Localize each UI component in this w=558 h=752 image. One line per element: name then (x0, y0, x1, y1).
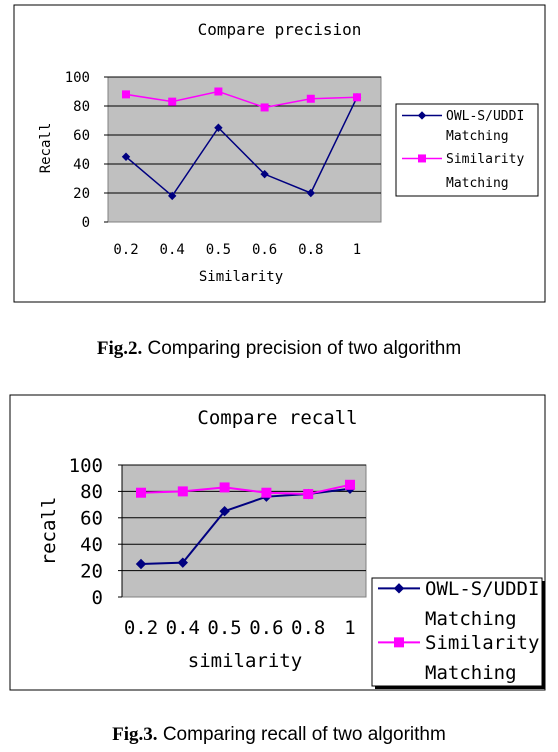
chart3-legend-1-marker (393, 583, 405, 594)
chart2-series-1-point (306, 188, 316, 198)
chart3-legend-2-marker (394, 637, 404, 648)
chart3-y-tick-label: 40 (80, 534, 103, 556)
figure-3-caption: Fig.3. Comparing recall of two algorithm (0, 724, 558, 746)
chart3-series-2-point (136, 487, 146, 498)
chart3-y-tick-label: 80 (80, 481, 103, 503)
chart2-x-tick-label: 0.4 (160, 242, 185, 258)
chart3-x-tick-label: 0.2 (124, 617, 158, 639)
chart3-legend-1-label: Matching (425, 608, 517, 630)
chart2-x-tick-label: 0.5 (206, 242, 231, 258)
chart2-series-1-point (260, 169, 269, 179)
chart3-x-axis-label: similarity (188, 650, 302, 672)
chart2-x-tick-label: 1 (353, 242, 361, 258)
chart2-title: Compare precision (198, 20, 362, 39)
chart2-series-2-point (353, 93, 361, 102)
chart2-legend (395, 103, 539, 197)
chart3-series-2-point (303, 489, 314, 500)
chart3-plot-area (121, 464, 367, 598)
chart2-series-2-point (306, 94, 315, 103)
chart3-series-2-point (219, 482, 230, 493)
chart3-x-tick-label: 0.5 (207, 617, 241, 639)
chart3-y-tick-label: 0 (92, 587, 103, 609)
chart2-legend-2-marker (418, 154, 426, 163)
chart3-series-1-point (135, 558, 147, 570)
chart3-legend (371, 577, 543, 687)
chart2-y-tick-label: 40 (73, 157, 90, 173)
chart3-legend-2-label: Matching (425, 662, 517, 684)
chart3-series-2-point (177, 486, 188, 497)
chart3-legend-2-label: Similarity (425, 632, 539, 654)
chart2-series-2-point (122, 90, 130, 99)
figure-2-caption: Fig.2. Comparing precision of two algori… (0, 338, 558, 360)
chart3-series-2-point (261, 487, 272, 498)
chart2-y-axis-label: Recall (38, 123, 54, 174)
chart3-y-axis-label: recall (38, 497, 60, 566)
figure-3-caption-label: Fig.3. (112, 724, 158, 745)
chart2-legend-1-marker (417, 111, 427, 120)
chart2-legend-2-label: Matching (446, 176, 509, 191)
figure-2-caption-label: Fig.2. (96, 338, 143, 359)
chart3-title: Compare recall (197, 407, 357, 429)
chart3-legend-1-label: OWL-S/UDDI (425, 578, 539, 600)
chart3-y-tick-label: 20 (80, 560, 103, 582)
chart3-y-tick-label: 100 (69, 455, 103, 477)
chart2-series-2-point (260, 103, 269, 112)
chart3-series-1-point (177, 557, 189, 568)
chart2-y-tick-label: 60 (73, 128, 90, 144)
chart3-y-tick-label: 60 (80, 508, 103, 530)
chart2-x-tick-label: 0.8 (298, 242, 323, 258)
chart3-x-tick-label: 0.8 (291, 617, 325, 639)
chart2-series-1-point (167, 191, 177, 201)
chart2-x-tick-label: 0.6 (252, 242, 277, 258)
chart2-x-axis-label: Similarity (199, 269, 283, 285)
figure-2-caption-text: Comparing precision of two algorithm (142, 338, 462, 359)
chart2-legend-1-label: OWL-S/UDDI (446, 109, 524, 124)
chart2-y-tick-label: 100 (65, 70, 90, 86)
chart2-legend-1-label: Matching (446, 129, 509, 144)
chart3-series-2-point (345, 479, 355, 490)
chart2-y-tick-label: 20 (73, 186, 90, 202)
chart2-y-tick-label: 0 (82, 215, 90, 231)
chart2-series-2-point (168, 97, 177, 106)
chart2-series-1-line (125, 96, 358, 198)
chart3-series-2-line (140, 483, 351, 496)
chart3-series-1-point (219, 505, 230, 517)
chart2-series-2-line (125, 90, 358, 109)
chart2-legend-2-label: Similarity (446, 152, 524, 167)
chart2-x-tick-label: 0.2 (113, 242, 138, 258)
chart3-x-tick-label: 1 (344, 617, 355, 639)
chart2-series-2-point (214, 87, 223, 96)
chart2-series-1-point (214, 123, 223, 132)
chart2-y-tick-label: 80 (73, 99, 90, 115)
chart3-x-tick-label: 0.6 (249, 617, 283, 639)
chart3-x-tick-label: 0.4 (166, 617, 200, 639)
figure-3-caption-text: Comparing recall of two algorithm (157, 724, 446, 745)
chart2-series-1-point (121, 152, 131, 161)
